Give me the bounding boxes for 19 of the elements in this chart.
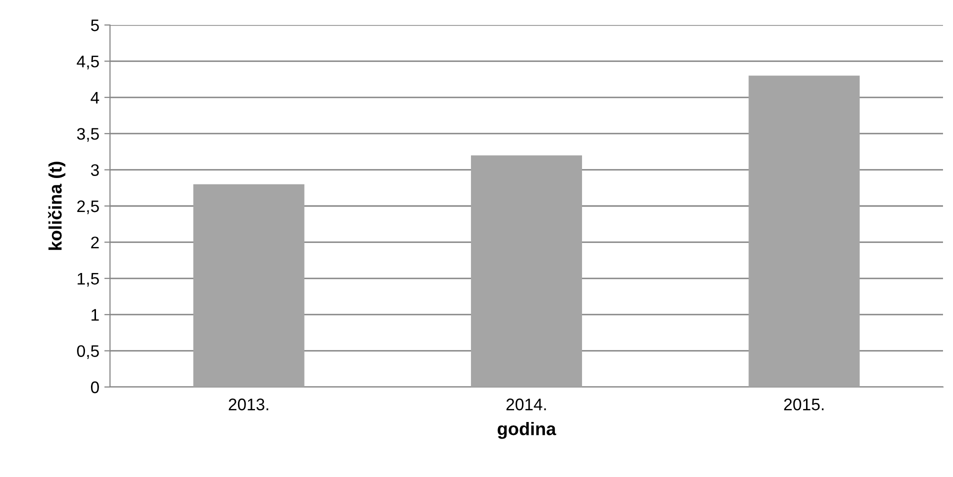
y-tick-label: 3 (90, 164, 99, 176)
y-tick-label: 2,5 (77, 200, 99, 214)
y-tick-label: 1,5 (78, 272, 99, 287)
bar (748, 76, 860, 387)
x-axis-title: godina (498, 422, 556, 439)
y-tick-label: 4 (90, 92, 100, 104)
y-tick-label: 3,5 (77, 128, 99, 142)
y-tick-label: 0 (90, 381, 99, 394)
y-tick-label: 0,5 (77, 345, 99, 359)
y-tick-label: 1 (92, 309, 99, 321)
x-tick-label: 2013. (228, 398, 268, 410)
y-tick-label: 2 (91, 236, 99, 248)
y-axis-title: količina (t) (48, 162, 66, 250)
y-tick-label: 5 (90, 20, 99, 32)
x-tick-label: 2014. (506, 398, 546, 410)
y-tick-label: 4,5 (76, 56, 99, 70)
x-tick-label: 2015. (784, 398, 824, 410)
bar (470, 155, 582, 387)
bar (193, 184, 304, 387)
